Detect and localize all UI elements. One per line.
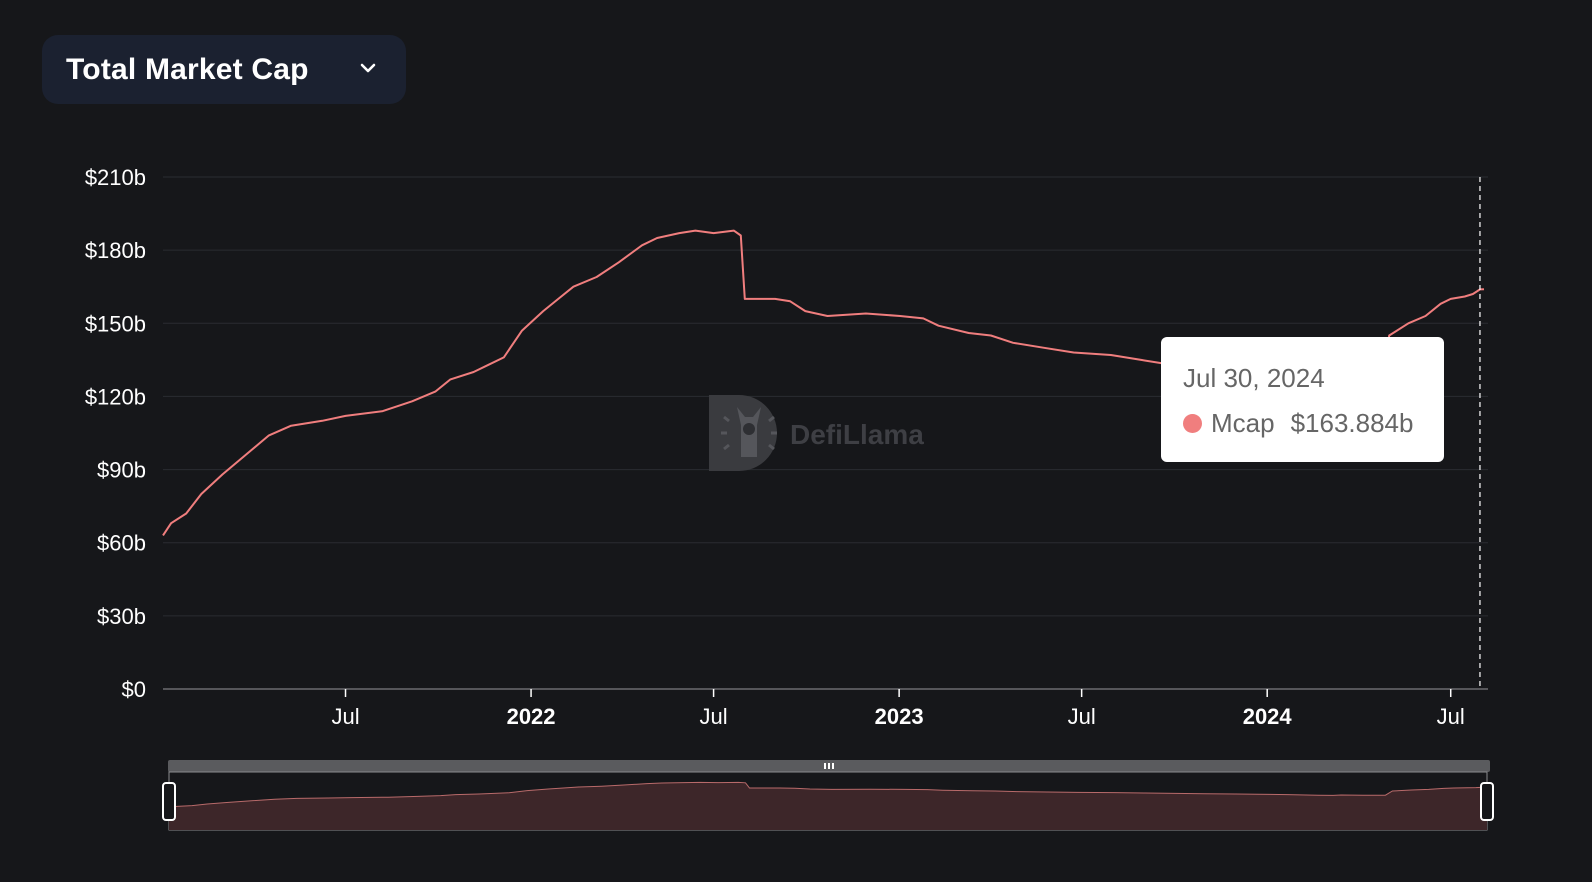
y-tick-label: $60b — [97, 531, 146, 556]
tooltip-value: $163.884b — [1290, 408, 1414, 438]
x-tick-label: Jul — [1437, 704, 1465, 729]
chevron-down-icon — [360, 63, 376, 73]
y-tick-label: $30b — [97, 604, 146, 629]
watermark-text: DefiLlama — [790, 419, 924, 450]
metric-selector-dropdown[interactable]: Total Market Cap — [42, 35, 406, 104]
x-tick-label: Jul — [700, 704, 728, 729]
y-tick-label: $210b — [85, 165, 146, 190]
y-tick-label: $0 — [122, 677, 146, 702]
brush-handle-left[interactable] — [162, 782, 176, 821]
x-tick-label: Jul — [331, 704, 359, 729]
y-tick-label: $120b — [85, 384, 146, 409]
metric-selector-label: Total Market Cap — [66, 52, 309, 86]
defillama-logo-icon — [709, 395, 777, 471]
brush-handle-right[interactable] — [1480, 782, 1494, 821]
series-color-dot-icon — [1183, 414, 1202, 433]
x-tick-label: 2022 — [507, 704, 556, 729]
x-tick-label: 2024 — [1243, 704, 1293, 729]
y-tick-label: $180b — [85, 238, 146, 263]
y-tick-label: $150b — [85, 311, 146, 336]
brush-grip-icon — [824, 763, 834, 769]
brush-preview-area — [169, 782, 1487, 830]
x-tick-label: Jul — [1068, 704, 1096, 729]
tooltip-series-row: Mcap $163.884b — [1183, 408, 1444, 439]
y-axis: $0 $30b $60b $90b $120b $150b $180b $210b — [85, 165, 146, 702]
chart-tooltip: Jul 30, 2024 Mcap $163.884b — [1161, 337, 1444, 462]
x-tick-label: 2023 — [875, 704, 924, 729]
y-tick-label: $90b — [97, 458, 146, 483]
brush-zoom[interactable] — [162, 760, 1494, 831]
brush-preview-line — [168, 781, 1487, 808]
defillama-watermark: DefiLlama — [709, 395, 924, 471]
tooltip-series-name: Mcap — [1211, 408, 1275, 438]
x-axis: Jul 2022 Jul 2023 Jul 2024 Jul — [331, 689, 1465, 729]
tooltip-date: Jul 30, 2024 — [1183, 363, 1325, 393]
